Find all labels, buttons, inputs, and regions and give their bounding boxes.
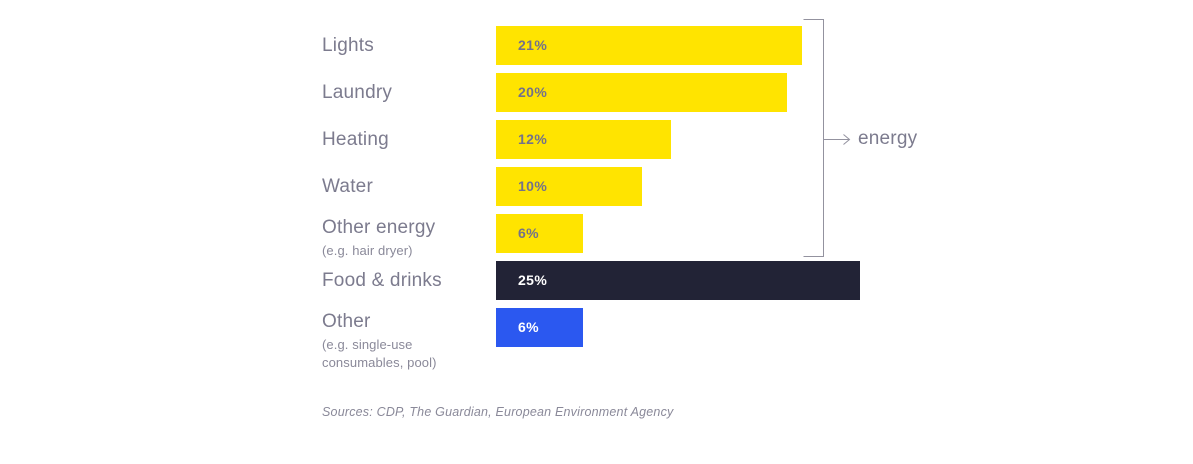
category-sublabel: (e.g. hair dryer)	[322, 243, 413, 259]
chart-row: Water 10%	[322, 167, 1193, 206]
category-label-main: Other	[322, 311, 371, 332]
value-label: 6%	[518, 319, 540, 335]
bar-chart: Lights 21% Laundry 20% Heating 12% Water…	[322, 0, 1193, 464]
bar: 20%	[496, 73, 787, 112]
category-label: Other (e.g. single-use consumables, pool…	[322, 311, 482, 372]
category-label: Lights	[322, 34, 374, 56]
chart-row: Food & drinks 25%	[322, 261, 1193, 300]
value-label: 12%	[518, 131, 548, 147]
source-note: Sources: CDP, The Guardian, European Env…	[322, 405, 674, 419]
category-label: Food & drinks	[322, 269, 442, 291]
arrow-right-icon	[843, 134, 851, 145]
category-label: Laundry	[322, 81, 393, 103]
chart-row: Other (e.g. single-use consumables, pool…	[322, 308, 1193, 370]
chart-row: Other energy (e.g. hair dryer) 6%	[322, 214, 1193, 258]
value-label: 21%	[518, 37, 548, 53]
category-label-main: Other energy	[322, 217, 436, 238]
category-sublabel: (e.g. single-use consumables, pool)	[322, 337, 437, 370]
value-label: 10%	[518, 178, 548, 194]
group-label-energy: energy	[858, 128, 918, 149]
category-label: Water	[322, 175, 373, 197]
bar: 6%	[496, 214, 583, 253]
chart-row: Heating 12%	[322, 120, 1193, 159]
bar: 10%	[496, 167, 642, 206]
category-label: Other energy (e.g. hair dryer)	[322, 217, 482, 260]
chart-row: Lights 21%	[322, 26, 1193, 65]
bar: 21%	[496, 26, 802, 65]
energy-group-bracket	[803, 19, 851, 257]
value-label: 6%	[518, 225, 540, 241]
value-label: 20%	[518, 84, 548, 100]
category-label: Heating	[322, 128, 389, 150]
bar: 12%	[496, 120, 671, 159]
bar: 25%	[496, 261, 860, 300]
bar: 6%	[496, 308, 583, 347]
value-label: 25%	[518, 272, 548, 288]
chart-row: Laundry 20%	[322, 73, 1193, 112]
